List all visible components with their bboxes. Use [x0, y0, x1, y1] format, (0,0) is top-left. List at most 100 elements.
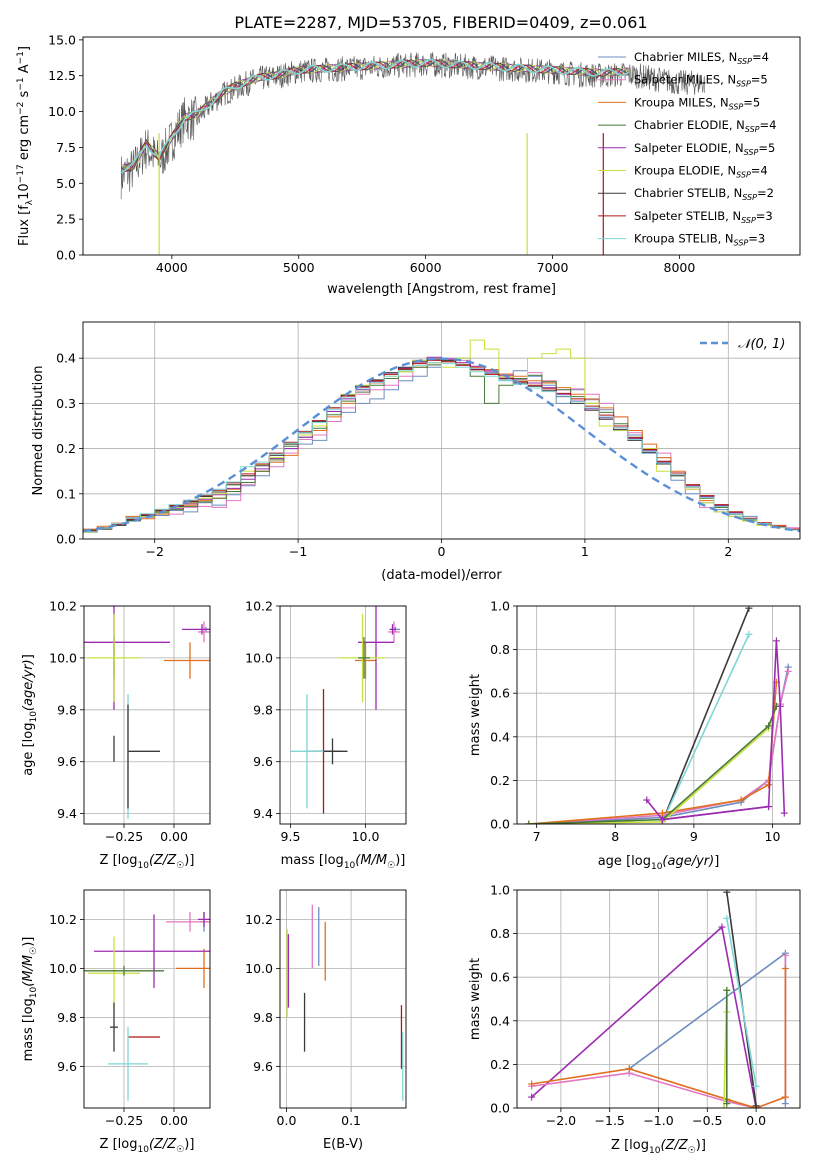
x-tick-label: 9 — [690, 829, 698, 844]
label-part: )] — [184, 853, 194, 868]
label-part: mass [log — [281, 853, 344, 868]
y-tick-label: 0.3 — [56, 396, 76, 411]
y-tick-label: 0.0 — [56, 532, 76, 547]
y-tick-label: 0.4 — [490, 1013, 510, 1028]
label-sub: 10 — [649, 1146, 661, 1156]
label-part: erg cm — [17, 115, 32, 164]
x-tick-label: −0.25 — [105, 1113, 143, 1128]
legend-sub: SSP — [736, 171, 751, 180]
label-sub: 10 — [651, 862, 663, 872]
x-tick-label: 0 — [438, 544, 446, 559]
y-tick-label: 12.5 — [48, 68, 76, 83]
x-tick-label: −1 — [289, 544, 307, 559]
gaussian-reference — [83, 357, 800, 533]
legend-count: =5 — [758, 141, 775, 155]
model-spectrum — [120, 59, 629, 172]
legend-model: Kroupa MILES, N — [634, 95, 729, 109]
label-part: −2 — [16, 102, 26, 115]
legend-model: Chabrier ELODIE, N — [634, 118, 745, 132]
legend-count: =4 — [760, 118, 777, 132]
label-part: age [log — [598, 854, 651, 869]
y-tick-label: 9.6 — [253, 1059, 273, 1074]
x-tick-label: 0.0 — [746, 1113, 766, 1128]
x-axis-label: (data-model)/error — [381, 568, 502, 583]
x-tick-label: 6000 — [410, 260, 442, 275]
weight-line — [531, 968, 787, 1108]
y-tick-label: 0.2 — [490, 1057, 510, 1072]
legend-entry: Kroupa MILES, NSSP=5 — [634, 95, 760, 111]
y-tick-label: 10.0 — [245, 961, 273, 976]
y-tick-label: 0.4 — [56, 351, 76, 366]
x-tick-label: 10 — [765, 829, 781, 844]
y-tick-label: 10.2 — [245, 599, 273, 614]
label-part: (M/M — [355, 853, 387, 868]
label-part: (Z/Z — [149, 1137, 177, 1152]
label-part: )] — [696, 1138, 706, 1153]
y-axis-label: mass weight — [468, 674, 483, 756]
errorbars — [286, 904, 404, 1101]
massweight-vs-Z-plot: −2.0 −1.5 −1.0 −0.5 0.0 0.0 0.2 0.4 0.6 0.8 1.0 Z [… — [468, 883, 801, 1156]
label-part: Flux [f — [17, 205, 32, 246]
legend-sub: SSP — [741, 216, 756, 225]
observed-spectrum — [120, 52, 706, 200]
axes-frame — [516, 605, 801, 825]
label-part: λ — [25, 199, 35, 205]
x-tick-label: −2 — [145, 544, 163, 559]
y-axis-label: Normed distribution — [31, 366, 46, 496]
y-tick-label: 10.2 — [49, 599, 77, 614]
legend-model: Salpeter MILES, N — [634, 73, 736, 87]
errorbars — [84, 912, 210, 1101]
y-tick-label: 0.2 — [490, 773, 510, 788]
y-tick-label: 9.8 — [253, 1010, 273, 1025]
label-part: −17 — [16, 164, 26, 183]
label-part: −1 — [16, 51, 26, 64]
label-part: ] — [17, 46, 32, 51]
weight-line — [661, 633, 750, 823]
legend-sub: SSP — [736, 80, 751, 89]
y-tick-label: 9.6 — [253, 754, 273, 769]
label-part: A — [17, 64, 32, 77]
axes-frame — [279, 889, 407, 1109]
y-tick-label: 10.2 — [245, 912, 273, 927]
model-spectrum — [121, 59, 629, 173]
y-tick-label: 10.0 — [245, 650, 273, 665]
errorbars — [84, 606, 210, 819]
legend-count: =4 — [751, 164, 768, 178]
legend-sub: SSP — [729, 102, 744, 111]
label-part: (M/M — [21, 955, 36, 987]
y-tick-label: 1.0 — [490, 883, 510, 898]
label-sub: ☉ — [688, 1146, 696, 1156]
legend-count: =2 — [757, 186, 774, 200]
weight-line — [661, 607, 750, 823]
weight-line — [726, 918, 757, 1087]
y-tick-label: 2.5 — [56, 212, 76, 227]
legend-count: =5 — [751, 73, 768, 87]
y-tick-label: 9.6 — [57, 1059, 77, 1074]
label-part: )] — [21, 937, 36, 947]
label-sub: ☉ — [176, 1145, 184, 1155]
x-tick-label: −0.25 — [105, 829, 143, 844]
label-part: mass weight — [468, 674, 483, 756]
y-tick-label: 0.8 — [490, 642, 510, 657]
legend-count: =5 — [743, 95, 760, 109]
x-tick-label: 0.00 — [160, 1113, 188, 1128]
y-tick-label: 0.0 — [56, 248, 76, 263]
legend-count: =4 — [752, 50, 769, 64]
legend-sub: SSP — [737, 57, 752, 66]
x-tick-label: −1.0 — [643, 1113, 673, 1128]
legend-entry: Salpeter MILES, NSSP=5 — [634, 73, 768, 89]
legend-count: =3 — [748, 232, 765, 246]
errorbars — [290, 606, 400, 814]
legend-model: Kroupa ELODIE, N — [634, 164, 736, 178]
figure-title: PLATE=2287, MJD=53705, FIBERID=0409, z=0… — [234, 13, 647, 32]
x-tick-label: 0.00 — [160, 829, 188, 844]
label-part: s — [17, 90, 32, 101]
x-axis-label: Z [log10(Z/Z☉)] — [100, 1137, 195, 1155]
y-tick-label: 10.2 — [49, 912, 77, 927]
x-tick-label: 2 — [724, 544, 732, 559]
x-tick-label: 0.1 — [341, 1113, 361, 1128]
y-tick-label: 10.0 — [48, 104, 76, 119]
y-tick-label: 10.0 — [49, 961, 77, 976]
residuals-plot: −2 −1 0 1 2 0.0 0.1 0.2 0.3 0.4 𝒩(0, 1) (data-model… — [31, 321, 801, 583]
legend-model: Salpeter STELIB, N — [634, 209, 741, 223]
